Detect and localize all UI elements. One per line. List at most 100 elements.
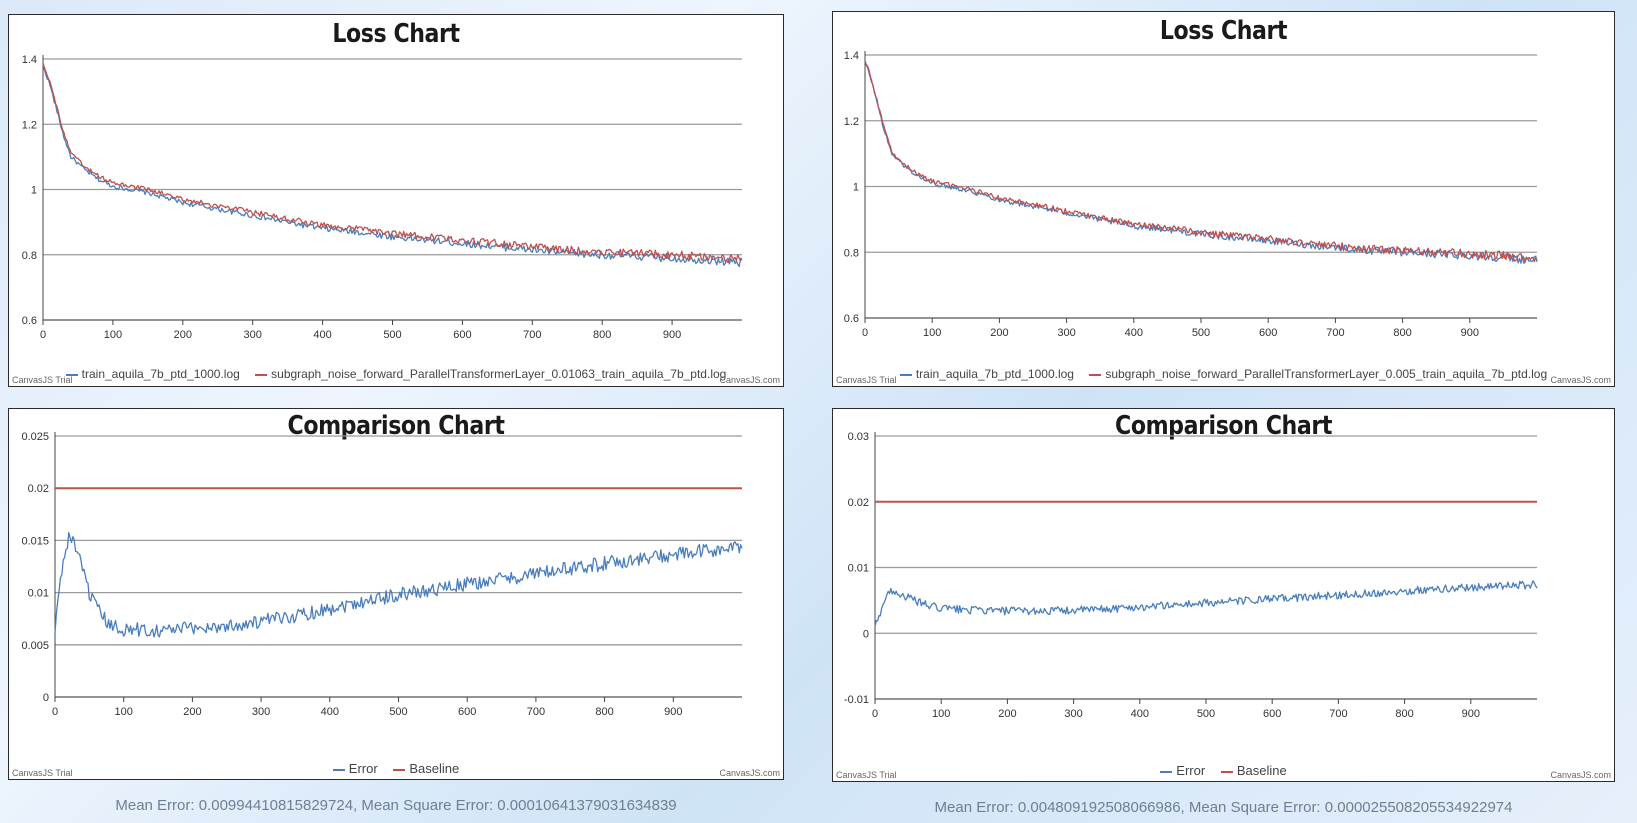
x-tick-label: 200: [183, 706, 201, 718]
legend-swatch: [1089, 373, 1102, 376]
chart-legend: train_aquila_7b_ptd_1000.log subgraph_no…: [9, 367, 783, 381]
y-tick-label: 0.02: [28, 483, 49, 495]
credit-right[interactable]: CanvasJS.com: [1550, 770, 1611, 780]
credit-right[interactable]: CanvasJS.com: [719, 375, 780, 385]
x-tick-label: 300: [1057, 327, 1075, 339]
legend-swatch: [65, 373, 78, 376]
chart-title: Loss Chart: [1159, 16, 1288, 46]
x-tick-label: 300: [244, 329, 262, 341]
error-stats-left: Mean Error: 0.00994410815829724, Mean Sq…: [115, 797, 677, 814]
x-tick-label: 900: [1462, 708, 1480, 720]
legend-item-red[interactable]: subgraph_noise_forward_ParallelTransform…: [255, 367, 726, 381]
x-tick-label: 0: [862, 327, 868, 339]
x-tick-label: 900: [663, 329, 681, 341]
chart-legend: Error Baseline: [833, 763, 1614, 778]
legend-swatch: [255, 373, 268, 376]
series-line-error: [54, 531, 743, 638]
y-tick-label: 0.01: [28, 588, 49, 600]
x-tick-label: 200: [174, 329, 192, 341]
credit-left: CanvasJS Trial: [836, 375, 897, 385]
chart-legend: train_aquila_7b_ptd_1000.log subgraph_no…: [833, 367, 1614, 381]
y-tick-label: 0.025: [21, 431, 49, 443]
x-tick-label: 700: [527, 706, 545, 718]
legend-item-error[interactable]: Error: [1160, 763, 1205, 778]
x-tick-label: 500: [389, 706, 407, 718]
credit-left: CanvasJS Trial: [12, 375, 73, 385]
series-line-train-aquila-7b-ptd-1000-log: [42, 64, 743, 268]
legend-item-blue[interactable]: train_aquila_7b_ptd_1000.log: [65, 367, 240, 381]
legend-label: Error: [1176, 763, 1206, 778]
y-tick-label: 0.8: [22, 250, 37, 262]
y-tick-label: 0.015: [21, 535, 49, 547]
x-tick-label: 300: [1064, 708, 1082, 720]
x-tick-label: 0: [40, 329, 46, 341]
credit-left: CanvasJS Trial: [836, 770, 897, 780]
x-tick-label: 0: [872, 708, 878, 720]
x-tick-label: 100: [104, 329, 122, 341]
legend-item-red[interactable]: subgraph_noise_forward_ParallelTransform…: [1089, 367, 1547, 381]
y-tick-label: 0: [43, 692, 49, 704]
y-tick-label: 0: [863, 628, 869, 640]
credit-right[interactable]: CanvasJS.com: [1550, 375, 1611, 385]
legend-swatch: [332, 768, 345, 771]
credit-right[interactable]: CanvasJS.com: [719, 768, 780, 778]
y-tick-label: 0.03: [848, 431, 869, 443]
legend-label: subgraph_noise_forward_ParallelTransform…: [271, 367, 727, 381]
series-line-subgraph-noise-forward-paralleltransform: [864, 60, 1538, 263]
y-tick-label: 1.2: [22, 119, 37, 131]
legend-item-baseline[interactable]: Baseline: [1220, 763, 1287, 778]
loss-chart-right: Loss Chart 0.6 0.8 1 1.2 1.4 0 100 200 300 400 500…: [832, 11, 1615, 387]
loss-chart-plot: 0.6 0.8 1 1.2 1.4 0 100 200 300 400 500 600 700 800 90…: [22, 54, 743, 341]
comparison-chart-right: Comparison Chart -0.01 0 0.01 0.02 0.03 0 100 2…: [832, 408, 1615, 782]
x-tick-label: 600: [1263, 708, 1281, 720]
x-tick-label: 0: [52, 706, 58, 718]
x-tick-label: 700: [1326, 327, 1344, 339]
legend-label: subgraph_noise_forward_ParallelTransform…: [1105, 367, 1548, 381]
x-tick-label: 300: [252, 706, 270, 718]
x-tick-label: 400: [313, 329, 331, 341]
y-tick-label: 0.02: [848, 497, 869, 509]
legend-label: Baseline: [1236, 763, 1287, 778]
x-tick-label: 800: [1395, 708, 1413, 720]
y-tick-label: 0.6: [22, 315, 37, 327]
y-tick-label: 1: [31, 185, 37, 197]
legend-label: train_aquila_7b_ptd_1000.log: [81, 367, 240, 381]
legend-swatch: [393, 768, 406, 771]
x-tick-label: 400: [1131, 708, 1149, 720]
y-tick-label: 0.01: [848, 563, 869, 575]
series-line-subgraph-noise-forward-paralleltransform: [42, 62, 743, 264]
legend-item-baseline[interactable]: Baseline: [393, 761, 459, 776]
legend-label: train_aquila_7b_ptd_1000.log: [915, 367, 1074, 381]
legend-label: Baseline: [409, 761, 460, 776]
y-tick-label: 0.8: [844, 247, 859, 259]
x-tick-label: 100: [923, 327, 941, 339]
credit-left: CanvasJS Trial: [12, 768, 73, 778]
y-tick-label: 1.4: [844, 50, 859, 62]
y-tick-label: -0.01: [844, 694, 869, 706]
x-tick-label: 800: [593, 329, 611, 341]
y-tick-label: 0.6: [844, 313, 859, 325]
comparison-chart-plot: 0 0.005 0.01 0.015 0.02 0.025 0 100 200 300 400 500…: [21, 431, 743, 718]
legend-swatch: [1220, 770, 1233, 773]
y-tick-label: 1.2: [844, 116, 859, 128]
x-tick-label: 500: [1197, 708, 1215, 720]
x-tick-label: 200: [998, 708, 1016, 720]
x-tick-label: 600: [458, 706, 476, 718]
error-stats-right: Mean Error: 0.004809192508066986, Mean S…: [934, 799, 1513, 816]
legend-item-error[interactable]: Error: [332, 761, 378, 776]
x-tick-label: 100: [932, 708, 950, 720]
x-tick-label: 700: [1329, 708, 1347, 720]
comparison-chart-left: Comparison Chart 0 0.005 0.01 0.015 0.02 0.02…: [8, 408, 784, 780]
series-line-error: [874, 580, 1538, 627]
x-tick-label: 500: [383, 329, 401, 341]
legend-swatch: [899, 373, 912, 376]
x-tick-label: 900: [664, 706, 682, 718]
y-tick-label: 0.005: [21, 640, 49, 652]
x-tick-label: 600: [453, 329, 471, 341]
loss-chart-plot: 0.6 0.8 1 1.2 1.4 0 100 200 300 400 500 600 700 800 90…: [844, 50, 1538, 339]
y-tick-label: 1.4: [22, 54, 37, 66]
legend-label: Error: [348, 761, 378, 776]
legend-item-blue[interactable]: train_aquila_7b_ptd_1000.log: [899, 367, 1074, 381]
x-tick-label: 400: [321, 706, 339, 718]
x-tick-label: 400: [1125, 327, 1143, 339]
